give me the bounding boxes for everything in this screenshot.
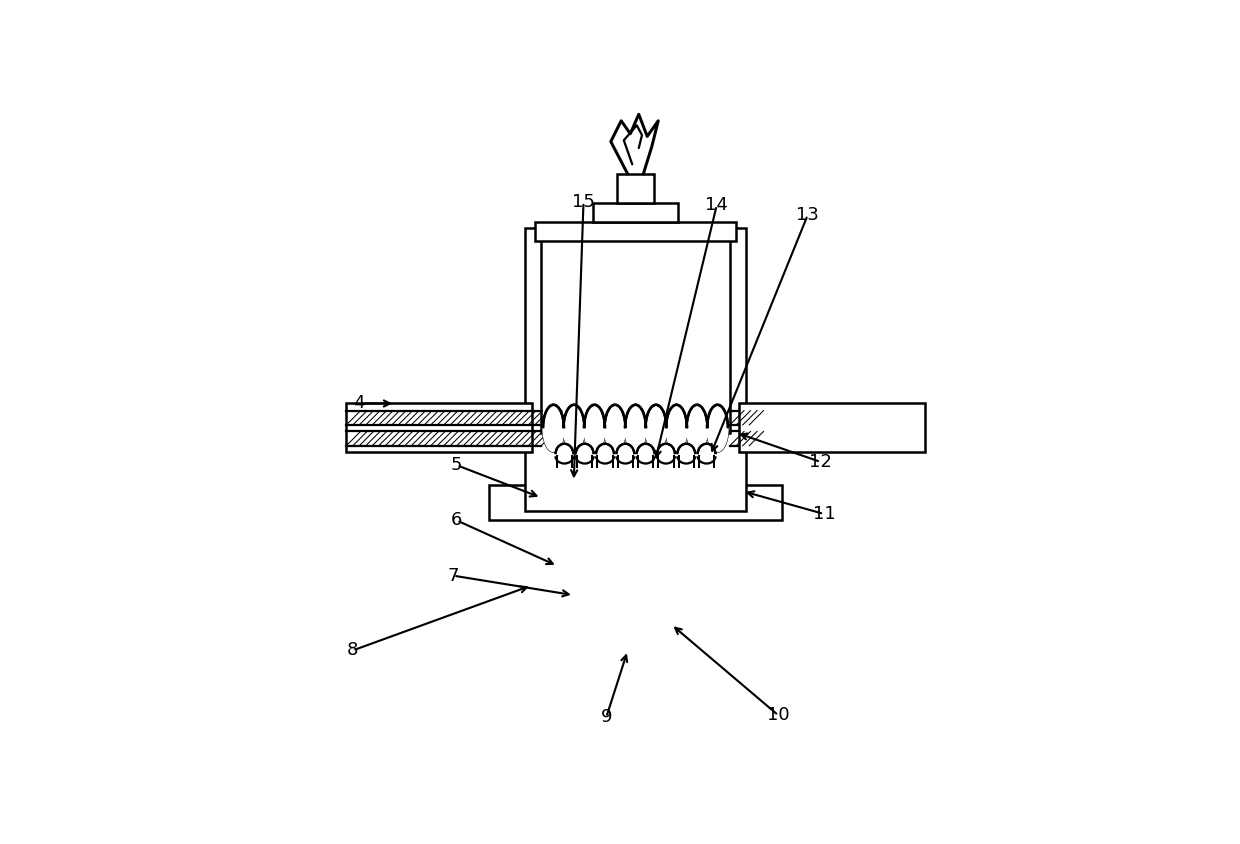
Ellipse shape [698,444,715,464]
Bar [593,203,678,221]
Bar [542,235,729,433]
Text: 9: 9 [600,708,613,727]
Text: 11: 11 [812,505,836,523]
Text: 12: 12 [810,453,832,471]
Text: 15: 15 [572,193,595,211]
Ellipse shape [543,405,564,452]
Text: 5: 5 [451,457,463,474]
Text: 13: 13 [796,206,820,224]
Bar [739,403,925,452]
Text: 4: 4 [353,394,365,413]
Bar [346,403,532,452]
Text: 8: 8 [347,641,358,659]
Ellipse shape [605,405,625,452]
Text: 14: 14 [706,197,728,214]
Ellipse shape [556,444,573,464]
Ellipse shape [575,444,594,464]
Bar [490,484,781,521]
Text: 7: 7 [448,566,459,585]
Ellipse shape [625,405,646,452]
Ellipse shape [616,444,635,464]
Bar [618,174,653,203]
Ellipse shape [657,444,675,464]
Text: 10: 10 [768,706,790,724]
Ellipse shape [636,444,655,464]
Ellipse shape [666,405,687,452]
Ellipse shape [584,405,605,452]
Ellipse shape [707,405,728,452]
Bar [534,221,737,241]
Ellipse shape [596,444,614,464]
Text: 6: 6 [451,511,463,529]
Bar [525,228,746,511]
Ellipse shape [563,405,584,452]
Ellipse shape [677,444,696,464]
Ellipse shape [646,405,666,452]
Ellipse shape [687,405,708,452]
